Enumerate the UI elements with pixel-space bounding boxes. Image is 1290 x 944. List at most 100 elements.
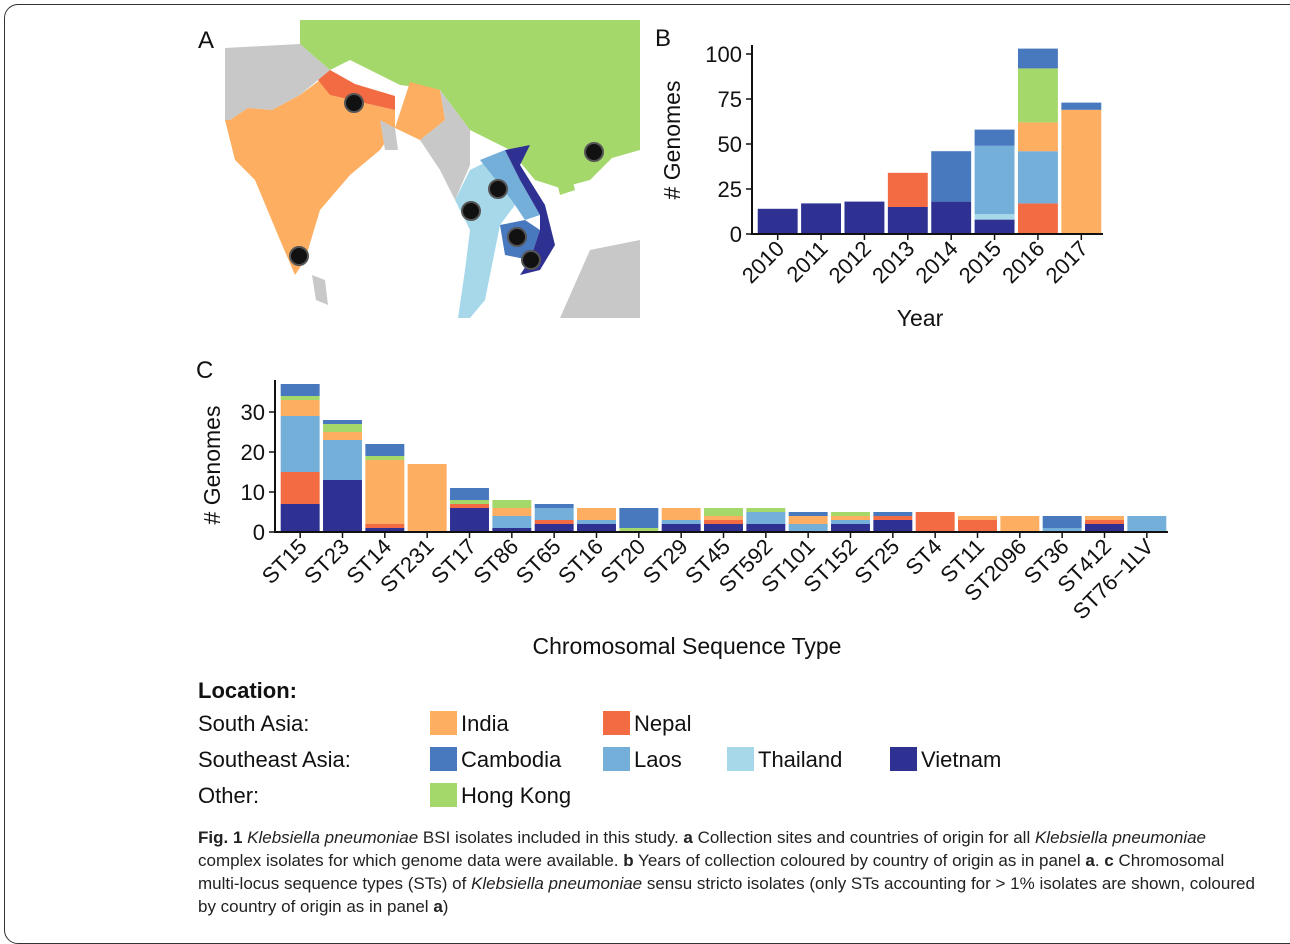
land-sea-islands [560,240,640,318]
legend-group-label: Other: [198,783,259,808]
site-marker [507,227,527,247]
bar-segment [619,508,659,528]
bar-segment [323,432,362,440]
bar-segment [661,524,701,532]
legend-label: Cambodia [461,747,562,772]
x-tick-label: ST17 [426,534,481,589]
bar-segment [974,145,1015,215]
caption-run: Klebsiella pneumoniae [471,874,643,893]
bar-segment [1042,516,1082,528]
y-tick-label: 100 [705,42,742,67]
bar-segment [323,424,362,432]
bar-segment [534,504,574,508]
y-axis-title: # Genomes [199,406,225,525]
panel-label: C [196,357,213,384]
caption-run: Collection sites and countries of origin… [692,828,1035,847]
bar-segment [757,208,798,234]
caption-run: Chromosomal multi-locus sequence types (… [198,851,1225,893]
bar-segment [1061,109,1102,234]
bar-segment [492,500,532,508]
caption-run: Years of collection coloured by country … [633,851,1086,870]
y-tick-label: 25 [718,177,742,202]
x-tick-label: 2017 [1041,236,1093,288]
bar-segment [873,512,913,516]
site-marker [344,93,364,113]
bar-segment [931,201,972,234]
x-tick-label: ST15 [257,534,312,589]
legend-swatch [430,711,457,735]
land-vietnam [505,145,555,275]
legend-label: India [461,711,509,736]
bar-segment [873,516,913,520]
land-other [225,44,330,120]
x-tick-label: ST86 [469,534,524,589]
bar-segment [323,420,362,424]
x-tick-label: ST29 [638,534,693,589]
legend-swatch [603,711,630,735]
caption-run: . [1094,851,1105,870]
site-marker [488,179,508,199]
site-marker [584,142,604,162]
bar-segment [1061,102,1102,110]
land-thailand [455,160,515,318]
land-laos [480,150,540,220]
x-tick-label: 2013 [867,236,919,288]
land-myanmar [420,90,470,200]
legend-label: Thailand [758,747,842,772]
bar-segment [492,516,532,528]
y-tick-label: 0 [730,222,742,247]
x-tick-label: ST23 [299,534,354,589]
bar-segment [407,464,447,532]
bar-segment [661,520,701,524]
bar-segment [450,504,489,508]
bar-segment [931,151,972,202]
bar-segment [831,516,870,520]
y-tick-label: 10 [241,480,265,505]
y-tick-label: 50 [718,132,742,157]
legend-swatch [890,747,917,771]
bar-segment [280,400,320,416]
legend-label: Vietnam [921,747,1001,772]
bar-segment [958,516,997,520]
bar-segment [844,201,885,234]
caption-run: a [1085,851,1095,870]
bar-segment [323,440,362,480]
x-tick-label: 2016 [997,236,1049,288]
caption-run: BSI isolates included in this study. [418,828,684,847]
caption-run: Klebsiella pneumoniae [247,828,419,847]
bar-segment [577,524,616,532]
bar-segment [831,512,870,516]
x-axis-title: Year [897,305,944,331]
caption-run: a [433,897,443,916]
panel-label: B [655,25,671,52]
bar-segment [492,508,532,516]
bar-segment [1042,528,1082,532]
bar-segment [1017,203,1058,234]
land-srilanka [312,275,328,305]
bar-segment [534,508,574,520]
legend-label: Hong Kong [461,783,571,808]
bar-segment [974,129,1015,146]
panel-label: A [198,27,214,54]
bar-segment [704,516,743,520]
site-marker [521,250,541,270]
bar-segment [280,384,320,396]
bar-segment [450,488,489,500]
bar-segment [831,524,870,532]
y-tick-label: 75 [718,87,742,112]
bar-segment [619,528,659,532]
bar-segment [365,460,405,524]
bar-segment [280,472,320,504]
caption-run: ) [442,897,449,916]
bar-segment [492,528,532,532]
x-tick-label: ST20 [596,534,651,589]
x-tick-label: 2011 [781,236,832,287]
bar-segment [746,508,786,512]
bar-segment [280,416,320,472]
bar-segment [831,520,870,524]
site-markers [289,93,604,270]
legend-title: Location: [198,678,297,703]
bar-segment [577,508,616,520]
bar-segment [746,524,786,532]
